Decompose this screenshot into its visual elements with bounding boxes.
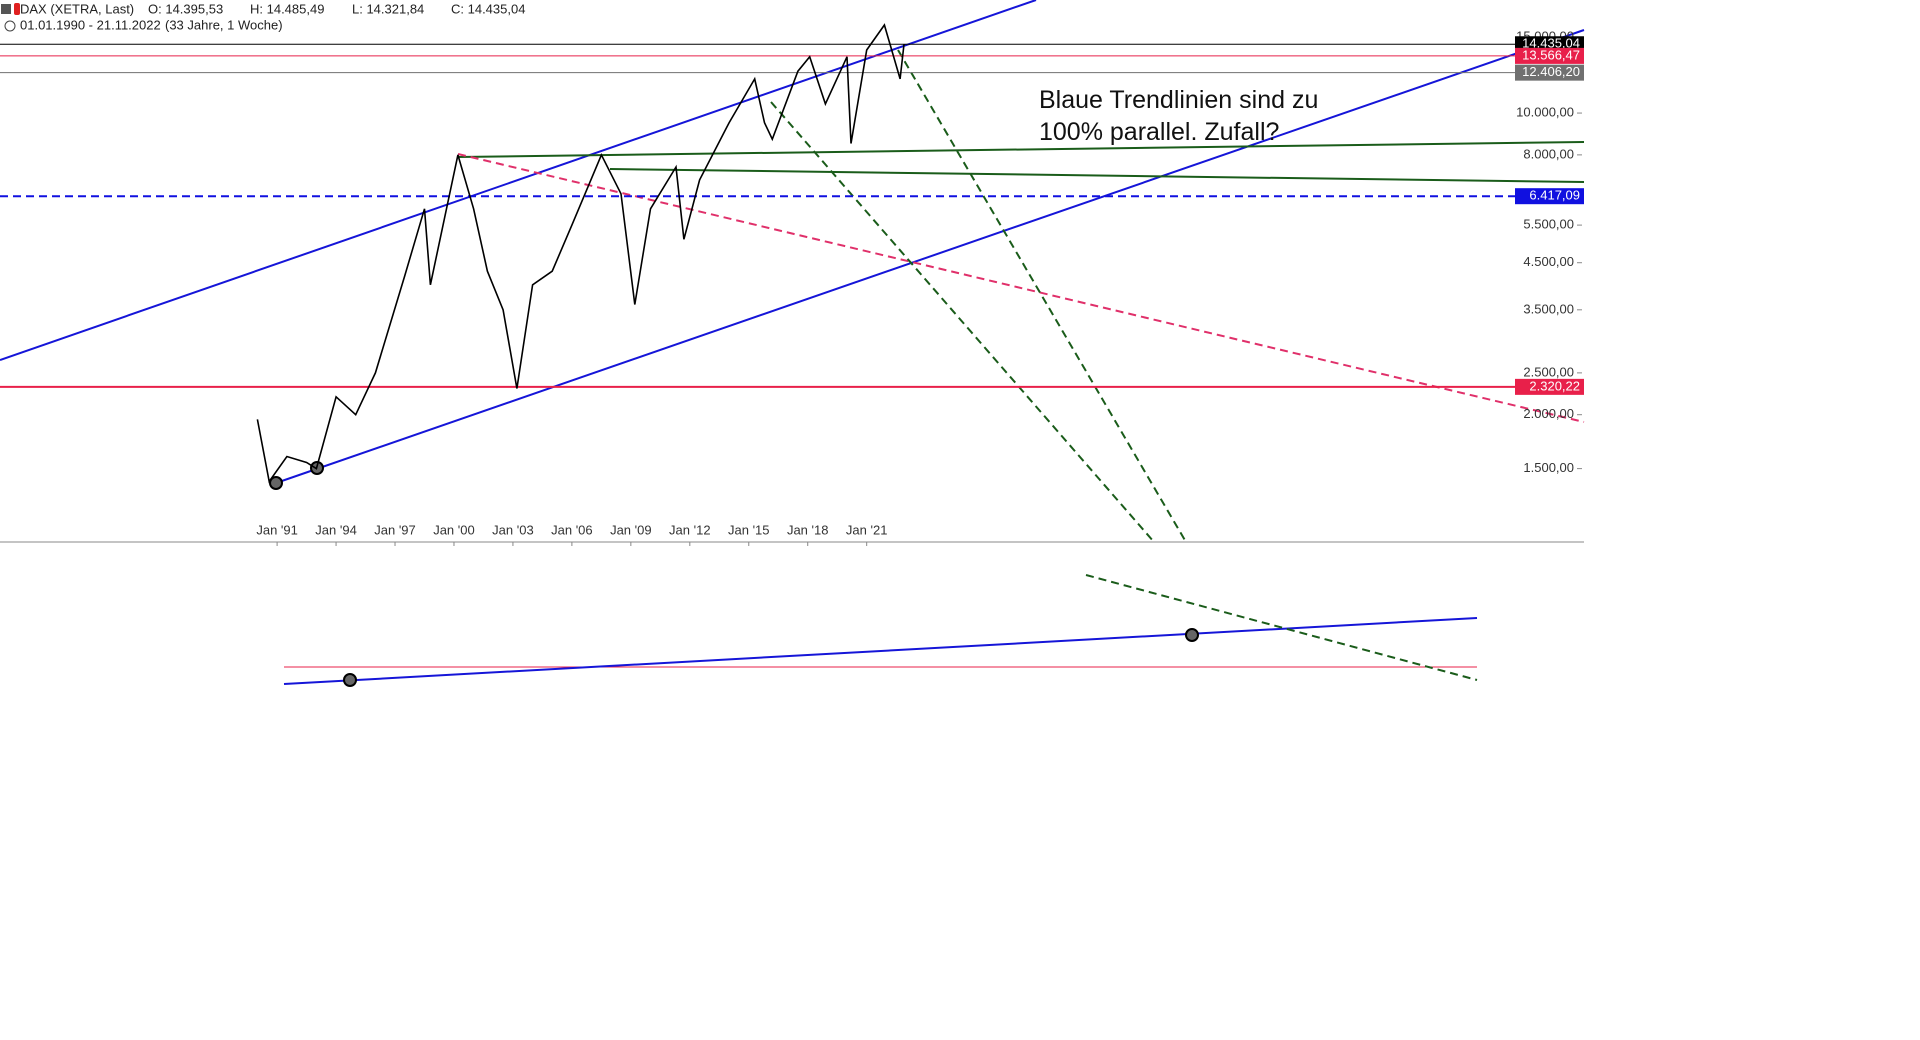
trendline (609, 168, 1585, 183)
trendline (770, 101, 1155, 543)
x-tick-label: Jan '09 (610, 522, 652, 537)
y-tick-label: 10.000,00 (1516, 104, 1574, 119)
annotation: Blaue Trendlinien sind zu (1039, 86, 1318, 114)
y-tick-label: 2.000,00 (1523, 406, 1574, 421)
x-tick-label: Jan '97 (374, 522, 416, 537)
trendline (897, 49, 1187, 543)
x-tick-label: Jan '03 (492, 522, 534, 537)
header: DAX (XETRA, Last) O: 14.395,53 H: 14.485… (1, 1, 525, 32)
price-tag-label: 2.320,22 (1529, 378, 1580, 393)
x-tick-label: Jan '00 (433, 522, 475, 537)
x-tick-label: Jan '94 (315, 522, 357, 537)
trendline (457, 153, 1585, 423)
price-line (256, 23, 905, 484)
anchor (1185, 628, 1199, 642)
instrument: DAX (XETRA, Last) (20, 1, 134, 16)
anchor (343, 673, 357, 687)
x-tick-label: Jan '06 (551, 522, 593, 537)
price-tag-label: 6.417,09 (1529, 188, 1580, 203)
high: H: 14.485,49 (250, 1, 324, 16)
lower-panel (283, 574, 1478, 687)
x-tick-label: Jan '12 (669, 522, 711, 537)
y-tick-label: 3.500,00 (1523, 301, 1574, 316)
price-tag (1515, 378, 1584, 395)
price-tag-label: 13.566,47 (1522, 47, 1580, 62)
trendline (275, 29, 1585, 484)
y-tick-label: 4.500,00 (1523, 254, 1574, 269)
trendline (1085, 574, 1478, 681)
price-tag-label: 14.435,04 (1522, 36, 1580, 51)
price-tag (1515, 47, 1584, 64)
y-tick-label: 5.500,00 (1523, 217, 1574, 232)
price-tag (1515, 64, 1584, 81)
low: L: 14.321,84 (352, 1, 424, 16)
clock-icon (4, 20, 16, 32)
close: C: 14.435,04 (451, 1, 525, 16)
open: O: 14.395,53 (148, 1, 223, 16)
price-tag (1515, 188, 1584, 205)
y-tick-label: 2.500,00 (1523, 364, 1574, 379)
price-tag-label: 12.406,20 (1522, 64, 1580, 79)
trendlines (0, 0, 1585, 543)
trendline (0, 0, 1037, 361)
anchor (269, 476, 283, 490)
y-tick-label: 8.000,00 (1523, 146, 1574, 161)
x-tick-label: Jan '21 (846, 522, 888, 537)
alert-icon (14, 3, 20, 15)
trendline (283, 617, 1478, 685)
span: (33 Jahre, 1 Woche) (165, 17, 283, 32)
range: 01.01.1990 - 21.11.2022 (20, 17, 161, 32)
x-tick-label: Jan '91 (256, 522, 298, 537)
x-tick-label: Jan '15 (728, 522, 770, 537)
y-tick-label: 1.500,00 (1523, 460, 1574, 475)
x-tick-label: Jan '18 (787, 522, 829, 537)
chart-icon (1, 4, 11, 14)
trendline (457, 141, 1585, 158)
annotation: 100% parallel. Zufall? (1039, 118, 1279, 146)
